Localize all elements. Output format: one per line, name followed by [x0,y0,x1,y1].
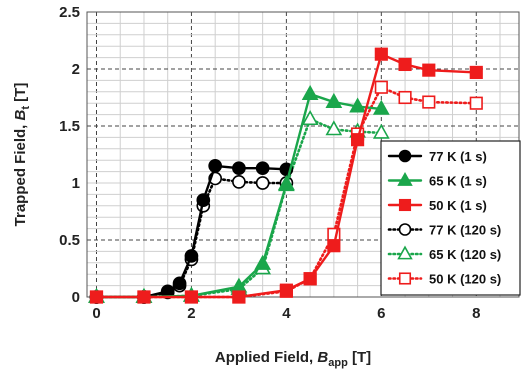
data-point [398,57,412,72]
legend-marker [398,198,412,212]
data-point [232,161,246,176]
legend-label: 65 K (1 s) [429,174,487,189]
data-point [374,47,388,61]
y-tick-label: 1.5 [59,118,80,135]
y-tick-label: 0.5 [59,232,80,249]
legend-box [380,140,521,296]
data-point [279,283,293,297]
data-point [327,239,341,253]
tick-labels: 0 2 4 6 8 0 0.5 1 1.5 2 2.5 [59,4,480,322]
legend-label: 77 K (1 s) [429,149,487,164]
data-point [184,249,199,263]
x-tick-label: 2 [187,305,195,322]
y-axis-label: Trapped Field, Bt [T] [12,83,32,227]
legend: 77 K (1 s) 65 K (1 s) 50 K (1 s) 77 K (120 … [380,140,521,296]
data-point [232,290,246,304]
data-point [172,276,187,291]
legend-label: 65 K (120 s) [429,247,501,262]
data-point [255,176,270,190]
legend-marker [398,272,412,285]
legend-entry: 50 K (120 s) [387,272,501,287]
data-point [422,63,436,77]
legend-marker [397,245,413,260]
legend-entry: 50 K (1 s) [387,198,487,213]
x-tick-label: 4 [282,305,291,322]
data-point [255,161,270,176]
data-point [196,193,211,207]
series-0 [89,159,294,304]
data-point [469,65,483,79]
legend-label: 50 K (1 s) [429,198,487,213]
data-point [372,123,390,139]
x-tick-label: 8 [472,305,480,322]
data-point [372,99,390,115]
series-2 [89,47,483,304]
data-point [303,272,317,286]
y-tick-label: 2.5 [59,4,80,21]
y-tick-label: 0 [72,289,80,306]
data-point [325,120,343,136]
data-point [469,96,483,110]
data-point [398,90,412,105]
data-point [89,290,104,304]
x-tick-label: 0 [92,305,100,322]
legend-marker [398,149,412,163]
series-line [95,164,288,299]
legend-entry: 65 K (120 s) [387,245,501,262]
data-point [278,174,295,191]
y-tick-label: 2 [72,61,80,78]
legend-label: 77 K (120 s) [429,223,501,238]
data-point [137,290,151,304]
legend-entry: 77 K (1 s) [387,149,487,164]
legend-entry: 65 K (1 s) [387,172,487,189]
data-point [349,97,366,113]
x-axis-label: Applied Field, Bapp [T] [215,349,371,369]
data-point [232,175,246,189]
legend-marker [397,172,413,186]
data-point [208,159,223,173]
legend-entry: 77 K (120 s) [387,223,501,238]
data-point [422,95,436,109]
data-point [351,133,365,147]
data-point [374,80,388,94]
data-point [184,290,199,304]
x-tick-label: 6 [377,305,385,322]
legend-marker [398,223,412,236]
data-point [254,254,272,270]
series-layer [88,47,483,304]
legend-label: 50 K (120 s) [429,272,501,287]
data-point [325,92,343,108]
data-point [301,110,319,126]
data-point [301,84,319,100]
y-tick-label: 1 [72,175,80,192]
